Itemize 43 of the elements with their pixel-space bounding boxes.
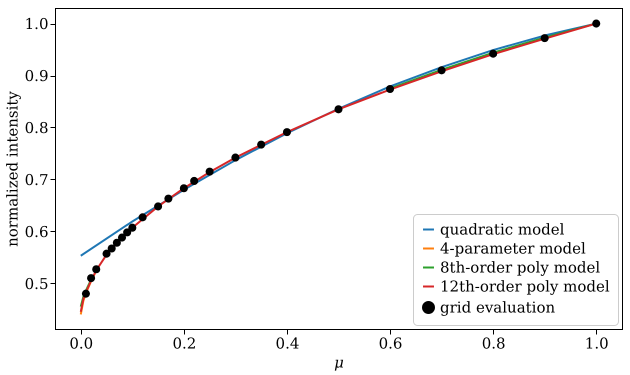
x-tick-label: 0.6 [378,334,402,352]
y-tick-label: 0.5 [24,274,48,293]
y-tick-label: 0.6 [24,222,48,241]
point [489,50,498,58]
point [206,168,214,176]
legend-label: quadratic model [440,220,565,238]
x-tick-label: 0.2 [172,334,196,352]
point [154,202,162,210]
point [128,224,136,232]
x-tick-label: 0.8 [482,334,506,352]
point [438,66,446,74]
point [282,128,291,136]
y-tick-label: 0.9 [24,67,48,86]
point [87,274,96,282]
legend-label: grid evaluation [440,298,556,316]
x-tick-label: 0.0 [69,334,94,352]
legend-label: 8th-order poly model [440,258,600,276]
y-tick-label: 0.7 [24,170,48,189]
point [123,228,132,236]
point [257,140,266,149]
point [118,234,126,242]
point [540,34,549,42]
point [138,213,147,222]
point [164,194,172,203]
point [180,184,188,192]
y-axis-title: normalized intensity [4,90,22,247]
point [112,238,121,247]
point [108,244,116,253]
x-axis-title: μ [334,354,344,372]
legend-label: 12th-order poly model [440,278,610,296]
point [592,20,600,28]
point [334,105,343,114]
y-tick-label: 1.0 [24,15,48,34]
x-tick-label: 0.4 [276,334,300,352]
point [92,265,100,274]
legend-label: 4-parameter model [440,240,586,258]
point [82,290,90,298]
point [231,154,240,162]
point [190,176,198,185]
point [386,85,394,94]
x-tick-label: 1.0 [584,334,609,352]
point [102,250,111,258]
y-tick-label: 0.8 [24,118,48,137]
